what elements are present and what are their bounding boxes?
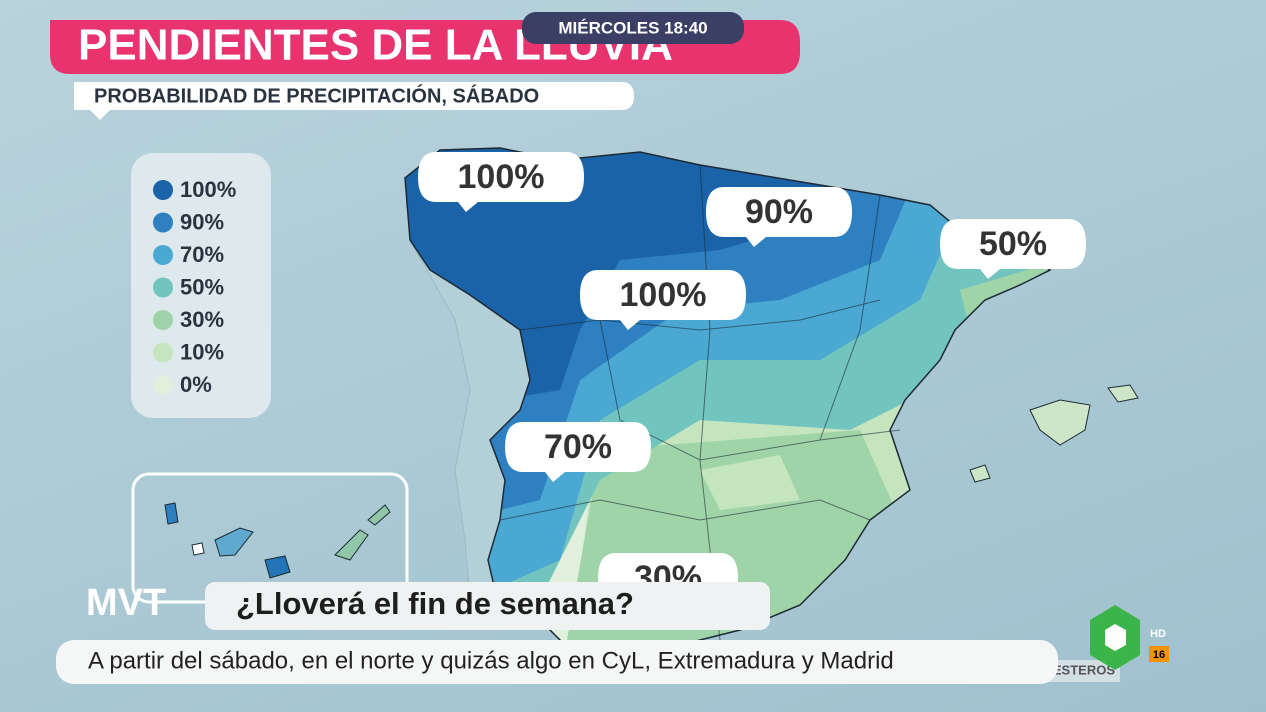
subtitle-bar: [74, 82, 634, 120]
map-label: 50%: [979, 225, 1047, 263]
rain-zone: [700, 455, 800, 510]
legend-label: 30%: [180, 307, 224, 332]
headline-bar: [205, 582, 770, 630]
show-logo: MVT: [86, 582, 166, 624]
ticker: A partir del sábado, en el norte y quizá…: [88, 647, 894, 674]
rating-box: [1149, 646, 1169, 662]
map-bubble: [580, 270, 746, 330]
legend-label: 100%: [180, 177, 236, 202]
legend-label: 0%: [180, 372, 212, 397]
map-bubble: [418, 152, 584, 212]
hd-tag: HD: [1150, 628, 1166, 640]
canary-islands: [164, 502, 391, 579]
region-borders: [499, 164, 901, 641]
legend-swatch: [153, 342, 173, 363]
legend-swatch: [153, 180, 173, 200]
islands: [969, 384, 1139, 483]
legend-swatch: [153, 212, 173, 233]
map-label: 100%: [458, 158, 545, 196]
ticker-bar: [56, 640, 1058, 684]
map-bubble: [940, 219, 1086, 279]
clock-pill: [522, 12, 744, 44]
clock: MIÉRCOLES 18:40: [558, 18, 707, 37]
legend-swatch: [153, 245, 173, 265]
legend-swatch: [153, 375, 173, 395]
map-label: 100%: [620, 276, 707, 314]
channel-logo-inner: [1105, 624, 1126, 651]
headline: ¿Lloverá el fin de semana?: [236, 586, 634, 621]
legend-label: 10%: [180, 339, 224, 364]
legend-label: 90%: [180, 209, 224, 234]
legend-swatch: [153, 310, 173, 330]
map-bubble: [505, 422, 651, 482]
legend-swatch: [153, 277, 173, 298]
legend-label: 70%: [180, 242, 224, 267]
map-label: 90%: [745, 193, 813, 231]
legend-label: 50%: [180, 274, 224, 299]
subtitle: PROBABILIDAD DE PRECIPITACIÓN, SÁBADO: [94, 83, 539, 107]
rating: 16: [1153, 649, 1165, 661]
map-label: 70%: [544, 428, 612, 466]
map-bubble: [706, 187, 852, 247]
